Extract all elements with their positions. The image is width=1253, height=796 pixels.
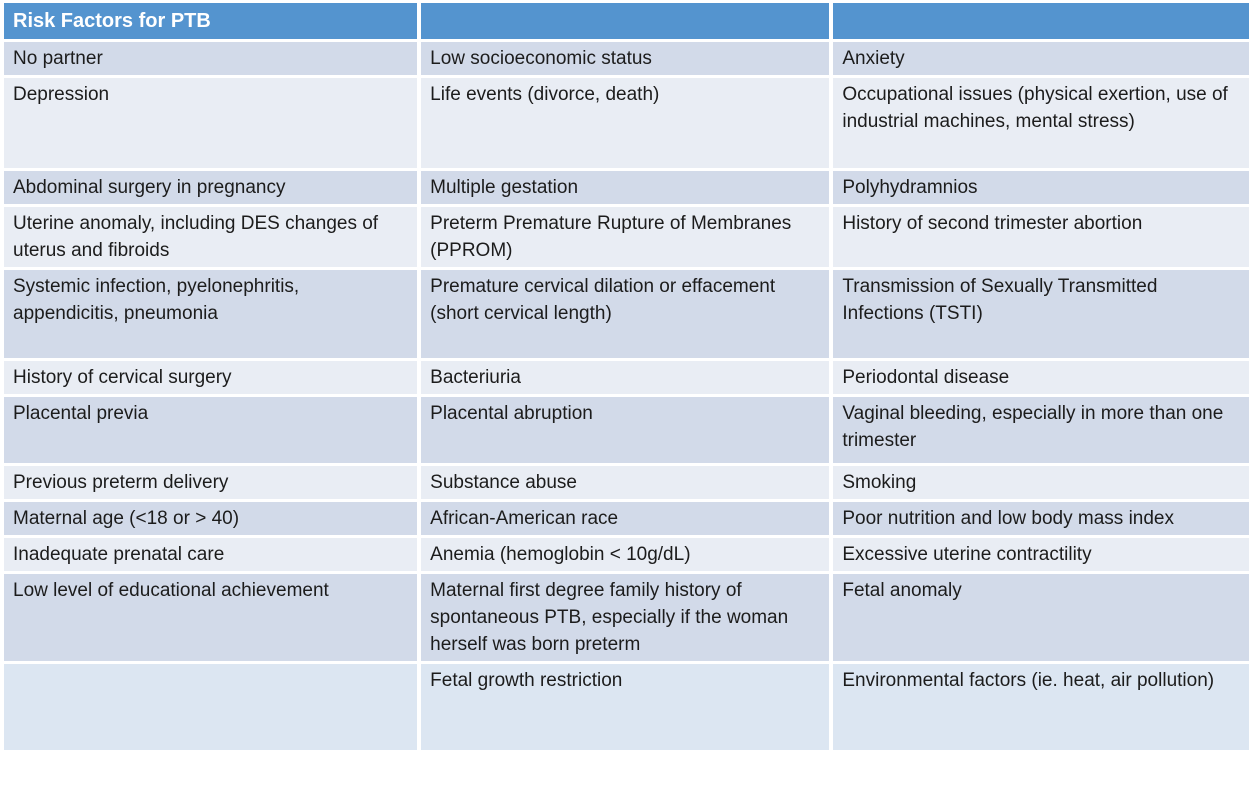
table-cell: Depression	[4, 78, 418, 168]
table-cell: Premature cervical dilation or effacemen…	[421, 270, 830, 358]
table-row: No partner Low socioeconomic status Anxi…	[4, 42, 1249, 75]
table-cell: Smoking	[833, 466, 1249, 499]
table-row: Low level of educational achievement Mat…	[4, 574, 1249, 661]
table-cell	[4, 664, 418, 750]
table-cell: Polyhydramnios	[833, 171, 1249, 204]
table-cell: Previous preterm delivery	[4, 466, 418, 499]
table-cell: Fetal growth restriction	[421, 664, 830, 750]
table-row: Maternal age (<18 or > 40) African-Ameri…	[4, 502, 1249, 535]
table-cell: Placental previa	[4, 397, 418, 463]
table-row: Depression Life events (divorce, death) …	[4, 78, 1249, 168]
table-cell: Substance abuse	[421, 466, 830, 499]
table-cell: Fetal anomaly	[833, 574, 1249, 661]
table-cell: Uterine anomaly, including DES changes o…	[4, 207, 418, 267]
table-cell: Occupational issues (physical exertion, …	[833, 78, 1249, 168]
table-cell: No partner	[4, 42, 418, 75]
table-cell: African-American race	[421, 502, 830, 535]
table-cell: Environmental factors (ie. heat, air pol…	[833, 664, 1249, 750]
table-row: Previous preterm delivery Substance abus…	[4, 466, 1249, 499]
header-row: Risk Factors for PTB	[4, 3, 1249, 39]
table-cell: Bacteriuria	[421, 361, 830, 394]
table-cell: Low socioeconomic status	[421, 42, 830, 75]
table-cell: Excessive uterine contractility	[833, 538, 1249, 571]
table-cell: Anemia (hemoglobin < 10g/dL)	[421, 538, 830, 571]
table-cell: Poor nutrition and low body mass index	[833, 502, 1249, 535]
table-cell: Placental abruption	[421, 397, 830, 463]
table-cell: Preterm Premature Rupture of Membranes (…	[421, 207, 830, 267]
table-cell: Anxiety	[833, 42, 1249, 75]
table-cell: Maternal age (<18 or > 40)	[4, 502, 418, 535]
table-row: Systemic infection, pyelonephritis, appe…	[4, 270, 1249, 358]
table-cell: Vaginal bleeding, especially in more tha…	[833, 397, 1249, 463]
header-cell-empty	[421, 3, 830, 39]
table-row: Fetal growth restriction Environmental f…	[4, 664, 1249, 750]
header-cell-empty	[833, 3, 1249, 39]
table-title: Risk Factors for PTB	[4, 3, 418, 39]
table-cell: Systemic infection, pyelonephritis, appe…	[4, 270, 418, 358]
table-cell: Abdominal surgery in pregnancy	[4, 171, 418, 204]
table-cell: Life events (divorce, death)	[421, 78, 830, 168]
risk-factors-table: Risk Factors for PTB No partner Low soci…	[4, 3, 1249, 750]
table-cell: Periodontal disease	[833, 361, 1249, 394]
table-cell: Low level of educational achievement	[4, 574, 418, 661]
table-row: Placental previa Placental abruption Vag…	[4, 397, 1249, 463]
table-row: Inadequate prenatal care Anemia (hemoglo…	[4, 538, 1249, 571]
table-cell: Inadequate prenatal care	[4, 538, 418, 571]
table-cell: Multiple gestation	[421, 171, 830, 204]
table-cell: Transmission of Sexually Transmitted Inf…	[833, 270, 1249, 358]
table-cell: Maternal first degree family history of …	[421, 574, 830, 661]
table-row: Abdominal surgery in pregnancy Multiple …	[4, 171, 1249, 204]
table-row: Uterine anomaly, including DES changes o…	[4, 207, 1249, 267]
table-cell: History of cervical surgery	[4, 361, 418, 394]
table-cell: History of second trimester abortion	[833, 207, 1249, 267]
table-row: History of cervical surgery Bacteriuria …	[4, 361, 1249, 394]
